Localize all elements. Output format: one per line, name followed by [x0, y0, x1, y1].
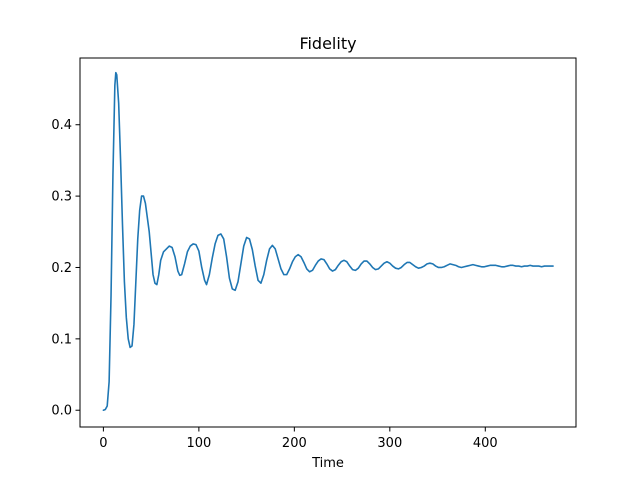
- y-tick-label: 0.4: [51, 118, 72, 133]
- plot-frame: [79, 57, 577, 428]
- y-tick-label: 0.0: [51, 404, 72, 419]
- x-tick-label: 200: [282, 436, 307, 451]
- plot-layer: [102, 71, 554, 412]
- chart-title: Fidelity: [299, 34, 356, 53]
- series-line-0: [102, 71, 554, 412]
- y-tick-label: 0.1: [51, 332, 72, 347]
- x-tick-label: 0: [99, 436, 107, 451]
- x-tick-label: 100: [186, 436, 211, 451]
- x-axis-label: Time: [311, 456, 344, 471]
- y-tick-label: 0.3: [51, 190, 72, 205]
- axes-layer: 0 100 200 300 400 0.0 0.1 0.2 0.3 0.4: [51, 57, 577, 451]
- x-tick-label: 400: [473, 436, 498, 451]
- y-tick-label: 0.2: [51, 261, 72, 276]
- x-tick-label: 300: [377, 436, 402, 451]
